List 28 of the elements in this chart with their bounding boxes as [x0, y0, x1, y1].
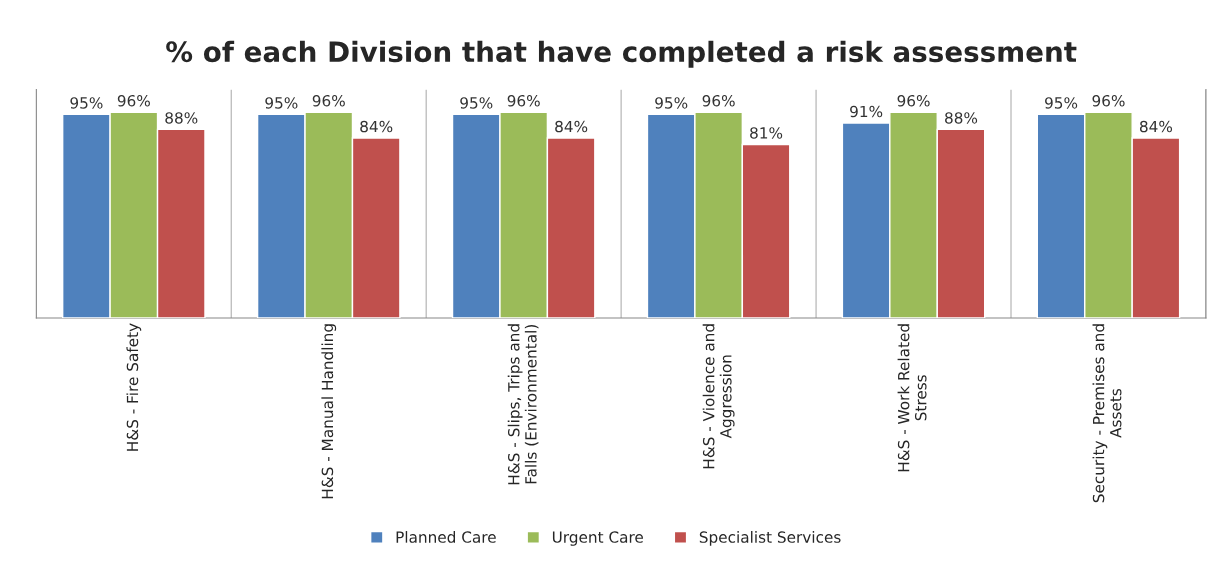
legend-label: Planned Care	[396, 531, 496, 543]
chart-title: % of each Division that have completed a risk assessment	[166, 40, 1077, 68]
x-tick-label: H&S - Fire Safety	[126, 323, 142, 451]
legend-label: Specialist Services	[699, 531, 841, 546]
data-label: 81%	[750, 127, 783, 139]
data-label: 95%	[70, 97, 103, 109]
data-label: 96%	[312, 94, 345, 107]
x-tick-label: H&S - Manual Handling	[321, 324, 337, 499]
x-tick-label: H&S - Slips, Trips and Falls (Environmental)	[507, 324, 539, 485]
x-tick-label: H&S - Work Related Stress	[897, 324, 927, 472]
data-label: 84%	[555, 120, 588, 133]
data-label: 91%	[850, 105, 883, 118]
data-label: 95%	[460, 97, 493, 109]
data-label: 84%	[1139, 120, 1173, 133]
data-label: 96%	[702, 94, 735, 107]
x-tick-label: H&S - Violence and Aggression	[702, 324, 735, 469]
data-label: 96%	[1092, 94, 1125, 107]
data-label: 96%	[507, 94, 540, 107]
data-label: 96%	[897, 94, 930, 107]
data-label: 95%	[1045, 97, 1078, 109]
data-label: 95%	[655, 97, 688, 109]
x-tick-label: Security - Premises and Assets	[1092, 324, 1122, 503]
data-label: 95%	[265, 97, 298, 109]
data-label: 84%	[360, 120, 393, 133]
legend-label: Urgent Care	[552, 531, 643, 546]
data-label: 88%	[165, 112, 198, 124]
data-label: 88%	[945, 112, 978, 124]
data-label: 96%	[117, 94, 150, 107]
